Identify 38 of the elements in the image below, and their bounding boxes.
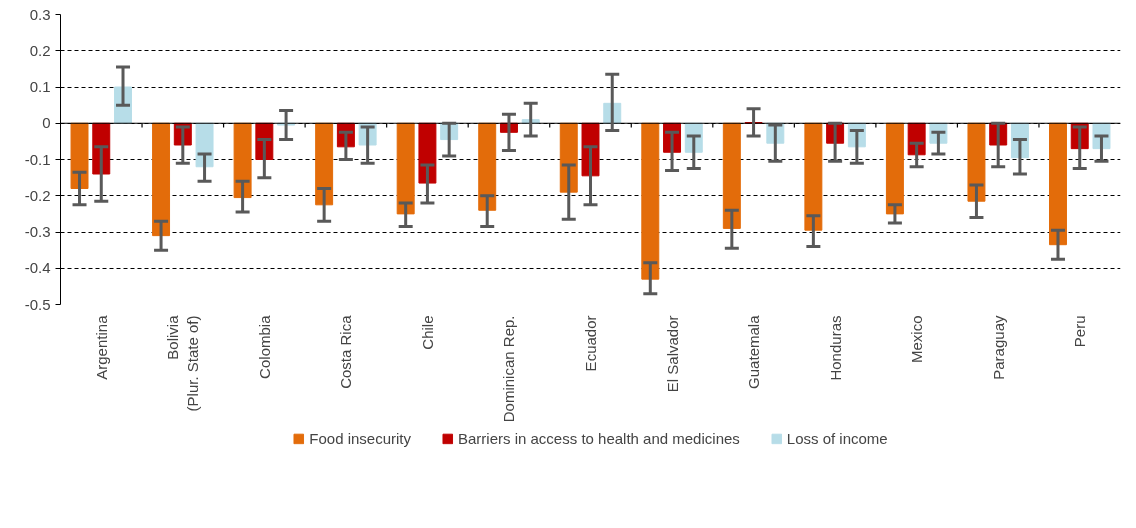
x-tick-label: Dominican Rep. bbox=[500, 315, 518, 423]
bar bbox=[315, 122, 334, 206]
bar bbox=[641, 122, 660, 280]
bar bbox=[152, 122, 171, 237]
bar bbox=[1049, 122, 1067, 246]
bar bbox=[478, 122, 497, 211]
bar bbox=[885, 122, 904, 215]
bar bbox=[804, 122, 823, 231]
bar bbox=[418, 122, 437, 184]
x-tick-label: Chile bbox=[418, 315, 436, 350]
bar bbox=[967, 122, 986, 202]
x-tick-label: Ecuador bbox=[582, 315, 599, 372]
y-tick-label: -0.4 bbox=[24, 259, 51, 277]
legend-label: Barriers in access to health and medicines bbox=[458, 429, 740, 447]
x-tick-label: Guatemala bbox=[745, 314, 763, 389]
y-tick-label: -0.5 bbox=[24, 295, 51, 313]
x-tick-label: Costa Rica bbox=[337, 314, 355, 389]
bar bbox=[70, 122, 89, 189]
x-tick-label: Mexico bbox=[908, 315, 926, 364]
y-tick-label: -0.3 bbox=[24, 223, 51, 240]
y-tick-label: 0.2 bbox=[29, 41, 51, 59]
legend-label: Food insecurity bbox=[309, 429, 412, 447]
y-tick-label: 0.3 bbox=[29, 5, 51, 23]
bar bbox=[396, 122, 415, 215]
x-tick-label: Paraguay bbox=[989, 315, 1007, 380]
y-tick-label: 0 bbox=[42, 114, 51, 132]
x-tick-label: Peru bbox=[1071, 315, 1089, 348]
x-tick-label: El Salvador bbox=[663, 315, 681, 393]
x-tick-label: Honduras bbox=[826, 315, 844, 381]
y-tick-label: -0.1 bbox=[24, 150, 51, 168]
legend-label: Loss of income bbox=[786, 429, 888, 447]
x-tick-label: Colombia bbox=[255, 314, 273, 379]
y-tick-label: -0.2 bbox=[24, 186, 51, 204]
bar bbox=[233, 122, 252, 199]
bar bbox=[722, 122, 741, 229]
x-tick-label: Bolivia (Plur. State of) bbox=[164, 314, 202, 412]
x-tick-label: Argentina bbox=[92, 314, 110, 380]
y-tick-label: 0.1 bbox=[29, 78, 51, 95]
